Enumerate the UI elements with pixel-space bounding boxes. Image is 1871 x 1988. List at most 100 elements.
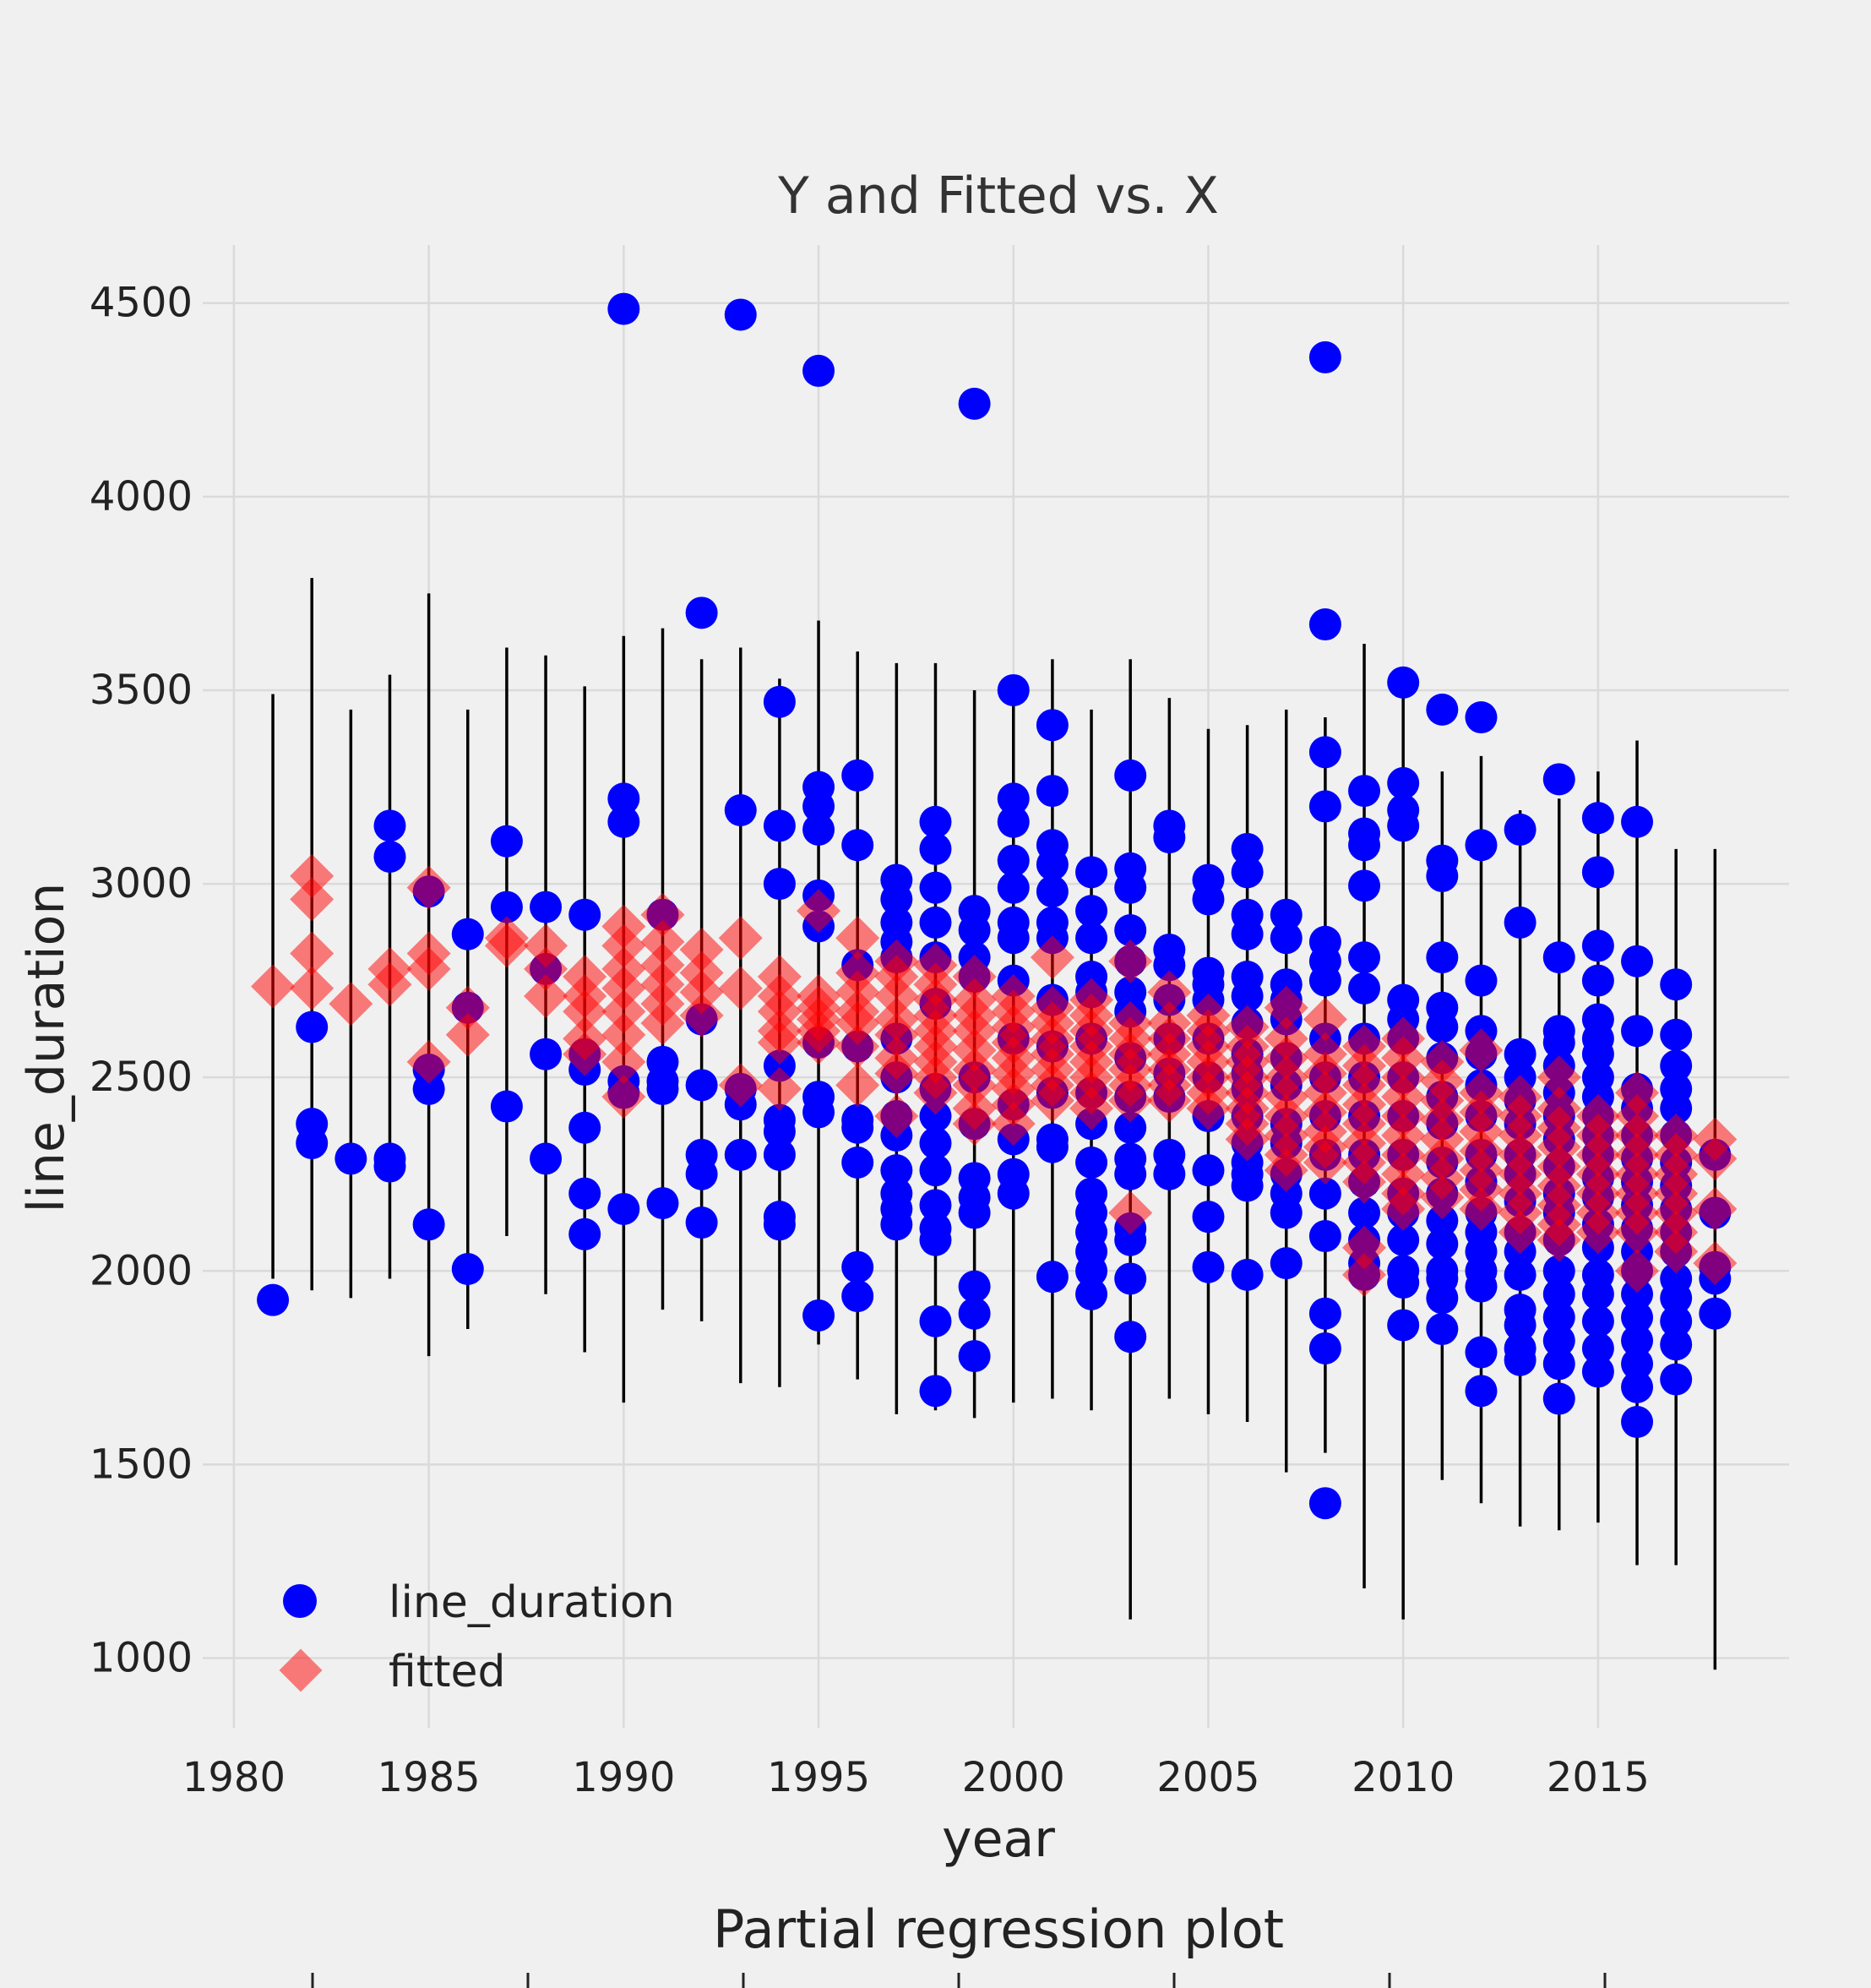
fitted-point bbox=[1615, 1210, 1660, 1255]
fitted-point bbox=[484, 923, 529, 968]
line-duration-point bbox=[802, 1096, 835, 1129]
fitted-point bbox=[1030, 1078, 1074, 1123]
x-tick-label: 1990 bbox=[572, 1754, 675, 1801]
line-duration-point bbox=[607, 805, 640, 838]
line-duration-point bbox=[1075, 1146, 1108, 1179]
line-duration-point bbox=[490, 1090, 523, 1123]
line-duration-point bbox=[763, 868, 796, 901]
line-duration-point bbox=[997, 782, 1030, 815]
line-duration-point bbox=[1308, 790, 1341, 823]
fitted-point bbox=[679, 993, 724, 1038]
fitted-point bbox=[718, 1063, 763, 1108]
line-duration-point bbox=[1621, 1406, 1654, 1439]
line-duration-point bbox=[1621, 1277, 1654, 1310]
line-duration-point bbox=[997, 673, 1030, 706]
line-duration-point bbox=[802, 354, 835, 387]
line-duration-point bbox=[530, 1142, 563, 1175]
line-duration-point bbox=[1114, 914, 1147, 947]
fitted-point bbox=[718, 916, 763, 961]
line-duration-point bbox=[1504, 1309, 1537, 1342]
fitted-point bbox=[1342, 1159, 1387, 1204]
line-duration-point bbox=[1621, 805, 1654, 838]
fitted-point bbox=[524, 973, 568, 1018]
line-duration-point bbox=[1348, 941, 1381, 974]
line-duration-point bbox=[1348, 775, 1381, 808]
line-duration-point bbox=[1465, 1375, 1498, 1408]
line-duration-point bbox=[1075, 856, 1108, 889]
fitted-point bbox=[1654, 1229, 1699, 1274]
line-duration-point bbox=[1231, 1258, 1264, 1291]
fitted-point bbox=[601, 1039, 646, 1084]
line-duration-point bbox=[1270, 1247, 1303, 1280]
fitted-point bbox=[406, 946, 451, 991]
line-duration-point bbox=[1542, 1277, 1575, 1310]
line-duration-point bbox=[958, 1297, 991, 1330]
fitted-point bbox=[290, 966, 334, 1010]
fitted-point bbox=[601, 1012, 646, 1057]
legend-marker-line-duration bbox=[283, 1584, 317, 1618]
line-duration-point bbox=[763, 1049, 796, 1082]
line-duration-point bbox=[724, 1138, 757, 1171]
line-duration-point bbox=[451, 918, 484, 950]
fitted-point bbox=[1069, 1086, 1114, 1130]
line-duration-point bbox=[841, 1146, 874, 1179]
fitted-point bbox=[1147, 970, 1192, 1015]
line-duration-point bbox=[1542, 763, 1575, 796]
line-duration-point bbox=[490, 825, 523, 858]
line-duration-point bbox=[1581, 1277, 1614, 1310]
fitted-point bbox=[952, 1102, 997, 1147]
line-duration-point bbox=[1660, 1092, 1693, 1125]
line-duration-point bbox=[1581, 964, 1614, 997]
line-duration-point bbox=[1426, 1010, 1459, 1043]
y-tick-label: 1000 bbox=[90, 1635, 193, 1682]
line-duration-point bbox=[1348, 972, 1381, 1005]
x-tick-label: 2005 bbox=[1156, 1754, 1259, 1801]
y-axis-label: line_duration bbox=[17, 883, 76, 1213]
line-duration-point bbox=[841, 759, 874, 792]
footer-tick-marks bbox=[311, 1973, 1607, 1988]
line-duration-point bbox=[1270, 922, 1303, 955]
line-duration-point bbox=[919, 871, 952, 904]
fitted-point bbox=[757, 1020, 802, 1065]
fitted-point bbox=[1108, 1190, 1153, 1235]
line-duration-point bbox=[1114, 871, 1147, 904]
line-duration-point bbox=[1387, 1309, 1420, 1342]
line-duration-point bbox=[1270, 1196, 1303, 1229]
line-duration-point bbox=[1075, 922, 1108, 955]
line-duration-point bbox=[1192, 1154, 1225, 1187]
line-duration-point bbox=[1153, 1157, 1186, 1190]
line-duration-point bbox=[568, 1217, 601, 1250]
line-duration-point bbox=[1621, 1301, 1654, 1334]
line-duration-point bbox=[1542, 1324, 1575, 1357]
line-duration-point bbox=[1348, 829, 1381, 862]
line-duration-point bbox=[1387, 1266, 1420, 1299]
line-duration-point bbox=[919, 1154, 952, 1187]
line-duration-point bbox=[802, 790, 835, 823]
fitted-point bbox=[1303, 1140, 1347, 1185]
line-duration-point bbox=[1504, 813, 1537, 846]
fitted-point bbox=[290, 877, 334, 922]
line-duration-point bbox=[919, 1127, 952, 1160]
fitted-point bbox=[874, 1094, 919, 1139]
line-duration-point bbox=[1231, 1169, 1264, 1202]
line-duration-point bbox=[530, 891, 563, 923]
fitted-point bbox=[406, 1039, 451, 1084]
y-tick-label: 4500 bbox=[90, 280, 193, 327]
line-duration-point bbox=[958, 1270, 991, 1303]
fitted-point bbox=[1459, 1186, 1504, 1231]
fitted-point bbox=[524, 923, 568, 968]
fitted-point bbox=[1303, 997, 1347, 1042]
fitted-point bbox=[835, 916, 880, 961]
line-duration-point bbox=[1036, 875, 1069, 908]
fitted-point bbox=[874, 973, 919, 1018]
fitted-point bbox=[251, 964, 296, 1009]
fitted-point bbox=[290, 931, 334, 976]
line-duration-point bbox=[1504, 1038, 1537, 1070]
fitted-point bbox=[797, 1020, 841, 1065]
fitted-point bbox=[1537, 1217, 1581, 1262]
line-duration-point bbox=[841, 829, 874, 862]
legend-label-line-duration: line_duration bbox=[389, 1577, 675, 1628]
fitted-point bbox=[1615, 1070, 1660, 1115]
line-duration-point bbox=[257, 1283, 290, 1316]
